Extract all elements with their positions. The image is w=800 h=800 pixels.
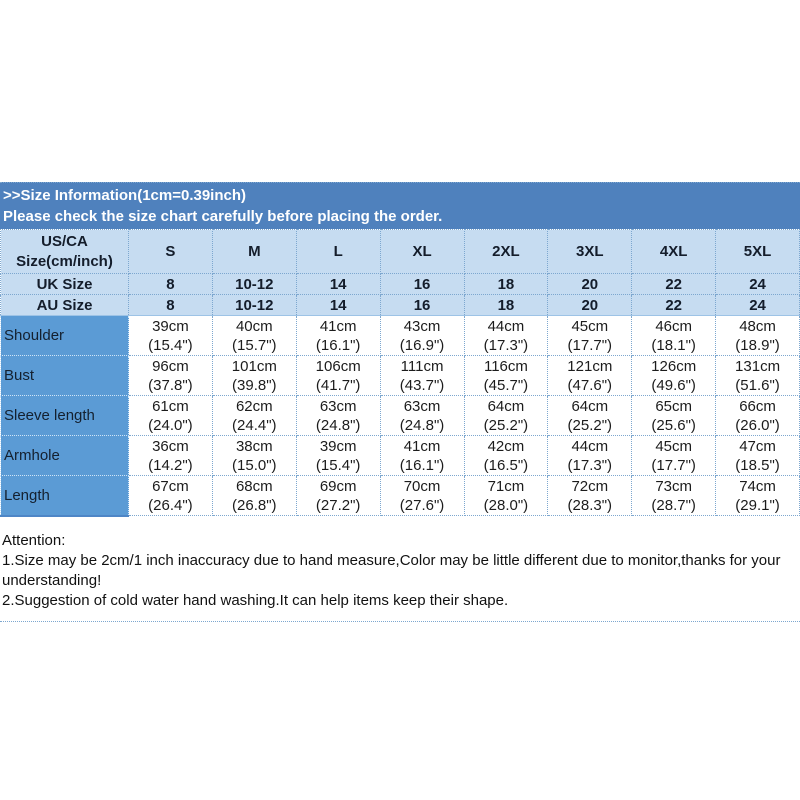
measurement-cell: 40cm (15.7") (211, 315, 297, 356)
measurement-row-length: Length 67cm (26.4") 68cm (26.8") 69cm (2… (0, 475, 800, 517)
measurement-cell: 36cm (14.2") (128, 435, 213, 476)
measurement-cell: 42cm (16.5") (463, 435, 549, 476)
measurement-cell: 43cm (16.9") (379, 315, 465, 356)
measurement-cell: 41cm (16.1") (295, 315, 381, 356)
measurement-cell: 68cm (26.8") (211, 475, 297, 516)
measurement-label: Armhole (0, 435, 129, 476)
measurement-cell: 67cm (26.4") (128, 475, 213, 516)
au-size-value: 16 (379, 294, 465, 316)
measurement-cell: 64cm (25.2") (547, 395, 633, 436)
banner-title: >>Size Information(1cm=0.39inch) (3, 187, 246, 204)
measurement-cell: 62cm (24.4") (211, 395, 297, 436)
uk-size-value: 20 (547, 273, 633, 295)
measurement-cell: 101cm (39.8") (211, 355, 297, 396)
measurement-cell: 131cm (51.6") (715, 355, 800, 396)
measurement-cell: 39cm (15.4") (128, 315, 213, 356)
measurement-label: Bust (0, 355, 129, 396)
au-size-value: 24 (715, 294, 800, 316)
measurement-label: Length (0, 475, 129, 517)
au-size-row: AU Size 8 10-12 14 16 18 20 22 24 (0, 294, 800, 316)
uk-size-value: 24 (715, 273, 800, 295)
measurement-cell: 61cm (24.0") (128, 395, 213, 436)
top-whitespace (0, 0, 800, 182)
measurement-row-armhole: Armhole 36cm (14.2") 38cm (15.0") 39cm (… (0, 435, 800, 476)
measurement-cell: 72cm (28.3") (547, 475, 633, 516)
measurement-cell: 38cm (15.0") (211, 435, 297, 476)
uk-size-value: 16 (379, 273, 465, 295)
measurement-cell: 126cm (49.6") (631, 355, 717, 396)
au-size-value: 8 (128, 294, 213, 316)
measurement-row-bust: Bust 96cm (37.8") 101cm (39.8") 106cm (4… (0, 355, 800, 396)
measurement-cell: 69cm (27.2") (295, 475, 381, 516)
measurement-cell: 45cm (17.7") (631, 435, 717, 476)
size-info-banner: >>Size Information(1cm=0.39inch) Please … (0, 182, 800, 229)
size-col-header-s: S (128, 229, 213, 274)
size-col-header-5xl: 5XL (715, 229, 800, 274)
measurement-cell: 47cm (18.5") (715, 435, 800, 476)
measurement-label: Sleeve length (0, 395, 129, 436)
size-col-header-xl: XL (379, 229, 465, 274)
size-header-row: US/CA Size(cm/inch) S M L XL 2XL 3XL 4XL… (0, 229, 800, 274)
uk-size-value: 8 (128, 273, 213, 295)
measurement-row-sleeve-length: Sleeve length 61cm (24.0") 62cm (24.4") … (0, 395, 800, 436)
measurement-cell: 106cm (41.7") (295, 355, 381, 396)
measurement-cell: 121cm (47.6") (547, 355, 633, 396)
measurement-cell: 48cm (18.9") (715, 315, 800, 356)
uk-size-value: 14 (295, 273, 381, 295)
measurement-row-shoulder: Shoulder 39cm (15.4") 40cm (15.7") 41cm … (0, 315, 800, 356)
attention-section: Attention: 1.Size may be 2cm/1 inch inac… (0, 531, 800, 622)
attention-heading: Attention: (2, 531, 66, 549)
banner-subtitle: Please check the size chart carefully be… (3, 208, 443, 225)
uk-size-label: UK Size (0, 273, 129, 295)
measurement-cell: 46cm (18.1") (631, 315, 717, 356)
measurement-cell: 74cm (29.1") (715, 475, 800, 516)
au-size-label: AU Size (0, 294, 129, 316)
au-size-value: 10-12 (211, 294, 297, 316)
uk-size-row: UK Size 8 10-12 14 16 18 20 22 24 (0, 273, 800, 295)
corner-header: US/CA Size(cm/inch) (0, 229, 129, 274)
measurement-cell: 63cm (24.8") (379, 395, 465, 436)
au-size-value: 14 (295, 294, 381, 316)
uk-size-value: 18 (463, 273, 549, 295)
uk-size-value: 22 (631, 273, 717, 295)
attention-note-2: 2.Suggestion of cold water hand washing.… (2, 591, 509, 609)
measurement-cell: 41cm (16.1") (379, 435, 465, 476)
measurement-cell: 70cm (27.6") (379, 475, 465, 516)
attention-note-1: 1.Size may be 2cm/1 inch inaccuracy due … (2, 551, 781, 589)
measurement-label: Shoulder (0, 315, 129, 356)
measurement-cell: 45cm (17.7") (547, 315, 633, 356)
measurement-cell: 64cm (25.2") (463, 395, 549, 436)
measurement-cell: 44cm (17.3") (547, 435, 633, 476)
measurement-cell: 63cm (24.8") (295, 395, 381, 436)
size-col-header-3xl: 3XL (547, 229, 633, 274)
measurement-cell: 96cm (37.8") (128, 355, 213, 396)
measurement-cell: 66cm (26.0") (715, 395, 800, 436)
measurement-cell: 116cm (45.7") (463, 355, 549, 396)
size-col-header-l: L (295, 229, 381, 274)
measurement-cell: 44cm (17.3") (463, 315, 549, 356)
size-chart-table: US/CA Size(cm/inch) S M L XL 2XL 3XL 4XL… (0, 229, 800, 517)
size-col-header-2xl: 2XL (463, 229, 549, 274)
measurement-cell: 73cm (28.7") (631, 475, 717, 516)
measurement-cell: 111cm (43.7") (379, 355, 465, 396)
size-col-header-m: M (211, 229, 297, 274)
measurement-cell: 71cm (28.0") (463, 475, 549, 516)
size-col-header-4xl: 4XL (631, 229, 717, 274)
measurement-cell: 65cm (25.6") (631, 395, 717, 436)
au-size-value: 20 (547, 294, 633, 316)
au-size-value: 22 (631, 294, 717, 316)
measurement-cell: 39cm (15.4") (295, 435, 381, 476)
au-size-value: 18 (463, 294, 549, 316)
uk-size-value: 10-12 (211, 273, 297, 295)
